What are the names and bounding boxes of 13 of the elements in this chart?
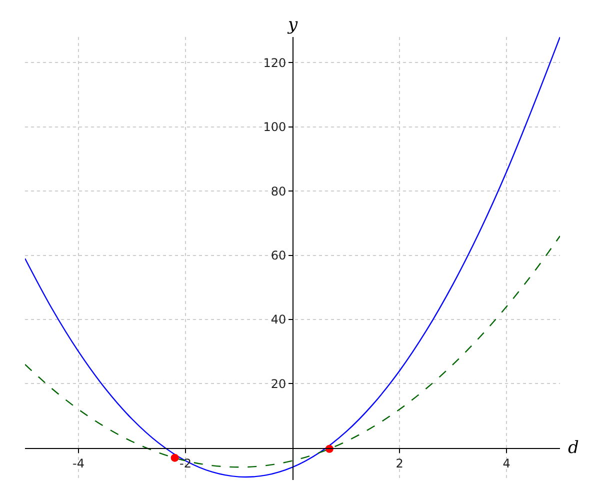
y-tick-label: 100 (263, 120, 286, 134)
y-axis-title: y (287, 15, 298, 35)
y-tick-label: 60 (270, 248, 286, 262)
x-tick-label: 2 (396, 456, 404, 470)
x-tick-label: -4 (72, 456, 84, 470)
line-series (25, 235, 560, 468)
x-axis-title: d (568, 438, 579, 458)
line-series (25, 37, 560, 478)
x-tick-label: 4 (502, 456, 510, 470)
y-tick-label: 120 (263, 56, 286, 70)
y-tick-label: 20 (270, 376, 286, 391)
y-tick-label: 40 (270, 312, 286, 327)
y-tick-label: 80 (270, 184, 286, 198)
